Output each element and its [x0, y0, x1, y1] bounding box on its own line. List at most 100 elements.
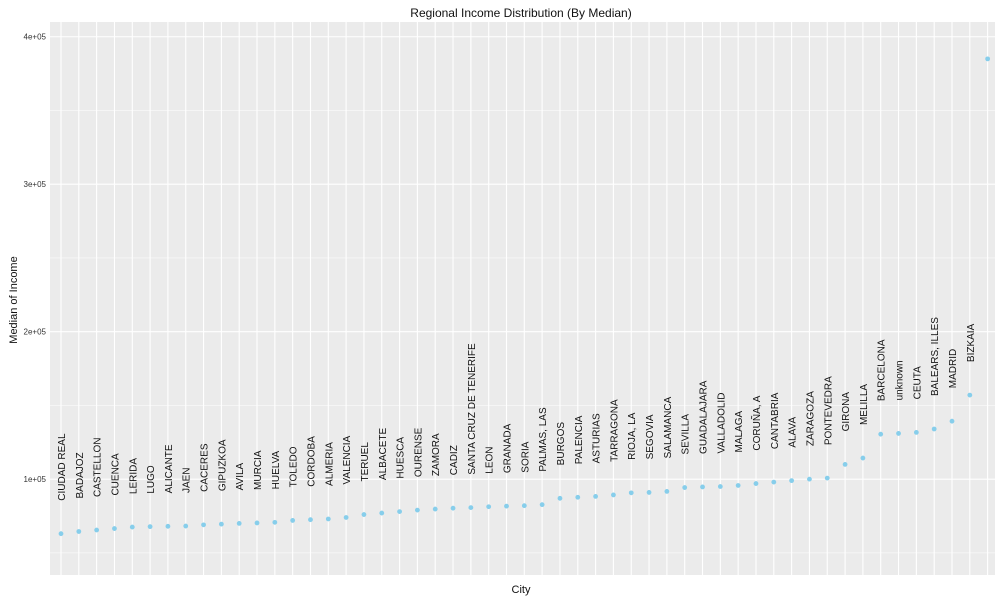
- data-point: [593, 494, 598, 499]
- point-label: VALLADOLID: [716, 393, 727, 454]
- point-label: BARCELONA: [877, 339, 888, 401]
- point-label: BIZKAIA: [966, 323, 977, 362]
- point-label: HUELVA: [271, 450, 282, 489]
- point-labels: CIUDAD REAL BADAJOZ CASTELLON CUENCA LERIDA L…: [57, 317, 977, 501]
- data-point: [415, 507, 420, 513]
- data-point: [611, 492, 616, 498]
- point-label: SANTA CRUZ DE TENERIFE: [467, 343, 478, 475]
- y-tick-label: 4e+05: [24, 33, 47, 42]
- data-point: [254, 520, 260, 526]
- point-label: GUADALAJARA: [699, 380, 710, 454]
- data-point: [753, 481, 759, 486]
- point-label: OURENSE: [413, 427, 424, 477]
- point-label: BALEARS, ILLES: [930, 317, 941, 396]
- point-label: ALMERIA: [324, 442, 335, 486]
- data-point: [628, 490, 634, 496]
- data-point: [236, 520, 242, 526]
- y-tick-label: 3e+05: [24, 180, 47, 189]
- data-point: [112, 526, 117, 531]
- point-label: LUGO: [146, 465, 157, 494]
- point-label: SALAMANCA: [663, 396, 674, 458]
- data-point: [896, 431, 901, 436]
- point-label: PONTEVEDRA: [823, 376, 834, 445]
- data-point: [397, 509, 402, 514]
- data-point: [985, 56, 991, 62]
- point-label: LERIDA: [128, 458, 139, 494]
- data-point: [165, 523, 171, 529]
- point-label: ZARAGOZA: [805, 391, 816, 446]
- point-label: MELILLA: [859, 384, 870, 425]
- data-point: [325, 516, 331, 522]
- point-label: PALMAS, LAS: [538, 407, 549, 472]
- data-point: [789, 478, 795, 484]
- point-label: CUENCA: [110, 453, 121, 496]
- point-label: HUESCA: [396, 437, 407, 479]
- data-point: [967, 392, 973, 398]
- data-point: [201, 522, 206, 528]
- data-point: [771, 479, 777, 485]
- point-label: CORDOBA: [306, 436, 317, 487]
- point-label: ZAMORA: [431, 433, 442, 476]
- point-label: GIRONA: [841, 392, 852, 432]
- point-label: MADRID: [948, 349, 959, 388]
- y-axis-ticks: 1e+05 2e+05 3e+05 4e+05: [24, 33, 47, 484]
- data-point: [931, 426, 937, 432]
- data-point: [379, 510, 385, 516]
- data-point: [432, 506, 438, 512]
- x-axis-title: City: [512, 584, 531, 596]
- point-label: CIUDAD REAL: [57, 433, 68, 501]
- point-label: BADAJOZ: [75, 452, 86, 498]
- data-point: [557, 495, 563, 501]
- data-point: [842, 462, 848, 467]
- point-label: MURCIA: [253, 450, 264, 490]
- point-label: MALAGA: [734, 410, 745, 452]
- point-label: TERUEL: [360, 442, 371, 482]
- point-label: LEON: [485, 446, 496, 473]
- data-point: [682, 485, 688, 490]
- point-label: CEUTA: [912, 366, 923, 399]
- point-label: ALICANTE: [164, 444, 175, 493]
- data-point: [735, 483, 741, 488]
- data-point: [468, 505, 474, 511]
- point-label: CACERES: [200, 443, 211, 492]
- point-label: unknown: [895, 360, 906, 400]
- point-label: TOLEDO: [289, 446, 300, 487]
- data-point: [129, 524, 135, 530]
- point-label: JAEN: [182, 467, 193, 493]
- point-label: RIOJA, LA: [627, 412, 638, 460]
- y-tick-label: 2e+05: [24, 328, 47, 337]
- data-point: [824, 475, 830, 481]
- data-point: [450, 505, 456, 511]
- data-point: [717, 484, 723, 489]
- y-tick-label: 1e+05: [24, 475, 47, 484]
- data-point: [807, 476, 812, 482]
- data-point: [504, 503, 509, 509]
- plot-panel: [50, 22, 995, 575]
- point-label: ALBACETE: [378, 427, 389, 480]
- data-point: [94, 527, 100, 533]
- data-point: [539, 502, 545, 508]
- data-point: [913, 429, 919, 435]
- data-point: [58, 531, 64, 537]
- data-point: [183, 523, 189, 529]
- data-point: [290, 518, 296, 523]
- point-label: CANTABRIA: [770, 392, 781, 449]
- point-label: PALENCIA: [574, 415, 585, 464]
- data-point: [860, 455, 866, 461]
- data-point: [575, 494, 581, 500]
- data-point: [521, 503, 527, 509]
- point-label: SORIA: [520, 441, 531, 472]
- data-point: [664, 488, 670, 494]
- point-label: SEGOVIA: [645, 414, 656, 459]
- data-point: [361, 512, 367, 517]
- point-label: CADIZ: [449, 445, 460, 475]
- data-point: [147, 524, 153, 530]
- data-points: [58, 56, 991, 537]
- y-axis-title: Median of Income: [8, 256, 20, 343]
- point-label: SEVILLA: [681, 414, 692, 455]
- data-point: [949, 418, 955, 424]
- data-point: [272, 519, 278, 525]
- point-label: VALENCIA: [342, 435, 353, 484]
- point-label: CASTELLON: [93, 438, 104, 497]
